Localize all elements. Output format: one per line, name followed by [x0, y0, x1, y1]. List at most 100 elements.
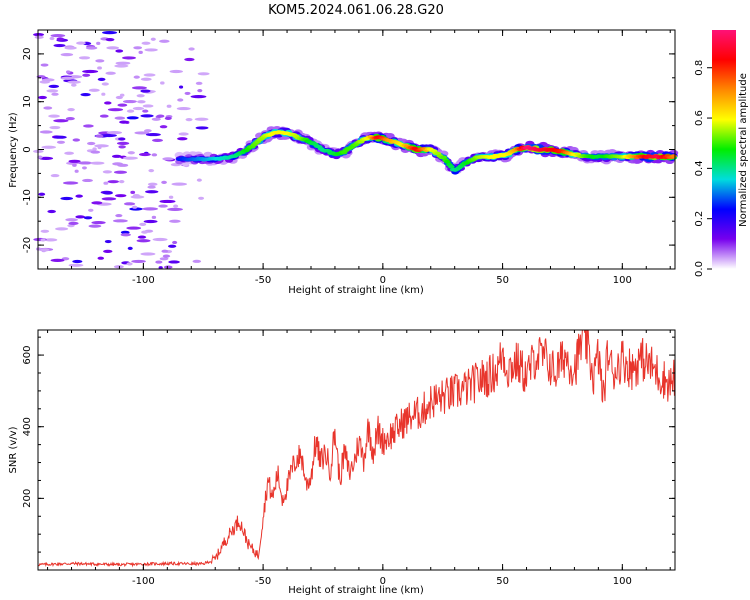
- spectrogram-y-ticks: -20 -10 0 10 20: [22, 29, 675, 270]
- noise-blob: [167, 207, 183, 211]
- noise-blob: [118, 137, 126, 141]
- noise-blob: [90, 150, 101, 154]
- noise-blob: [85, 46, 98, 50]
- noise-blob: [145, 190, 159, 194]
- noise-blob: [138, 50, 143, 54]
- noise-blob: [197, 72, 210, 76]
- noise-blob: [39, 130, 53, 134]
- noise-blob: [64, 46, 77, 50]
- noise-blob: [88, 88, 100, 92]
- noise-blob: [78, 56, 91, 60]
- figure-title: KOM5.2024.061.06.28.G20: [268, 3, 444, 18]
- noise-blob: [115, 194, 127, 198]
- noise-blob: [188, 47, 195, 51]
- noise-blob: [60, 53, 74, 57]
- noise-blob: [195, 81, 203, 85]
- noise-blob: [72, 163, 77, 167]
- noise-blob: [168, 260, 180, 264]
- noise-blob: [173, 204, 179, 208]
- noise-blob: [37, 95, 47, 100]
- noise-blob: [137, 100, 146, 104]
- noise-blob: [68, 221, 79, 225]
- noise-blob: [65, 116, 75, 121]
- noise-blob: [106, 131, 122, 135]
- snr-y-ticks: 200 400 600: [22, 336, 675, 571]
- noise-blob: [107, 108, 124, 112]
- snr-series-line: [38, 330, 675, 568]
- noise-blob: [55, 227, 69, 231]
- noise-blob: [166, 104, 172, 108]
- noise-blob: [99, 114, 109, 118]
- noise-blob: [88, 224, 102, 228]
- noise-blob: [49, 125, 61, 130]
- noise-blob: [114, 116, 126, 120]
- noise-blob: [72, 138, 81, 142]
- noise-blob: [49, 36, 55, 41]
- noise-blob: [140, 77, 152, 81]
- noise-blob: [197, 89, 203, 93]
- noise-blob: [132, 106, 145, 111]
- noise-blob: [137, 235, 147, 239]
- noise-blob: [115, 95, 123, 100]
- noise-blob: [159, 125, 168, 129]
- noise-blob: [168, 244, 177, 248]
- x-tick-label: 50: [496, 275, 509, 286]
- noise-blob: [67, 80, 81, 84]
- noise-blob: [104, 239, 112, 244]
- spectrogram-x-ticks: -100 -50 0 50 100: [47, 30, 671, 286]
- snr-panel: -100 -50 0 50 100 200 400 600 Height of straig…: [8, 329, 676, 596]
- noise-blob: [90, 161, 105, 165]
- y-tick-label: 10: [22, 95, 33, 108]
- y-tick-label: -20: [22, 237, 33, 253]
- noise-blob: [122, 156, 138, 160]
- noise-blob: [101, 82, 109, 86]
- noise-blob: [163, 265, 173, 269]
- noise-blob: [161, 249, 169, 253]
- colorbar-tick-label: 0.2: [694, 211, 705, 227]
- noise-blob: [77, 161, 93, 165]
- noise-blob: [76, 41, 86, 45]
- noise-blob: [190, 95, 207, 99]
- noise-blob: [46, 89, 59, 93]
- noise-blob: [177, 98, 184, 102]
- noise-blob: [184, 91, 191, 96]
- noise-blob: [130, 190, 136, 194]
- colorbar-tick-label: 0.0: [694, 261, 705, 277]
- noise-blob: [83, 124, 94, 128]
- noise-blob: [127, 246, 133, 250]
- noise-blob: [150, 37, 156, 41]
- noise-blob: [140, 89, 151, 93]
- noise-blob: [122, 99, 137, 104]
- noise-blob: [40, 238, 46, 242]
- x-tick-label: 50: [496, 576, 509, 587]
- noise-blob: [161, 180, 167, 184]
- noise-blob: [60, 76, 75, 80]
- x-tick-label: -100: [132, 576, 155, 587]
- noise-blob: [80, 93, 91, 97]
- noise-blob: [133, 46, 143, 50]
- noise-blob: [82, 178, 93, 183]
- noise-blob: [48, 114, 60, 118]
- noise-blob: [53, 43, 66, 48]
- noise-blob: [126, 116, 139, 120]
- noise-blob: [144, 129, 152, 133]
- noise-blob: [151, 153, 158, 157]
- noise-blob: [37, 155, 43, 159]
- noise-blob: [75, 215, 86, 219]
- x-tick-label: 0: [380, 275, 386, 286]
- noise-blob: [102, 191, 113, 195]
- ridge-cell: [444, 160, 451, 164]
- noise-blob: [162, 254, 171, 258]
- spectrogram-plot-area: [38, 30, 675, 269]
- noise-blob: [126, 109, 135, 113]
- noise-blob: [132, 205, 138, 209]
- noise-blob: [147, 185, 156, 189]
- noise-blob: [68, 159, 81, 163]
- y-tick-label: 0: [22, 146, 33, 152]
- snr-x-axis-label: Height of straight line (km): [288, 585, 424, 596]
- noise-blob: [192, 259, 202, 263]
- noise-blob: [97, 77, 106, 81]
- noise-blob: [148, 169, 155, 173]
- noise-blob: [115, 213, 123, 218]
- colorbar-tick-label: 0.8: [694, 60, 705, 76]
